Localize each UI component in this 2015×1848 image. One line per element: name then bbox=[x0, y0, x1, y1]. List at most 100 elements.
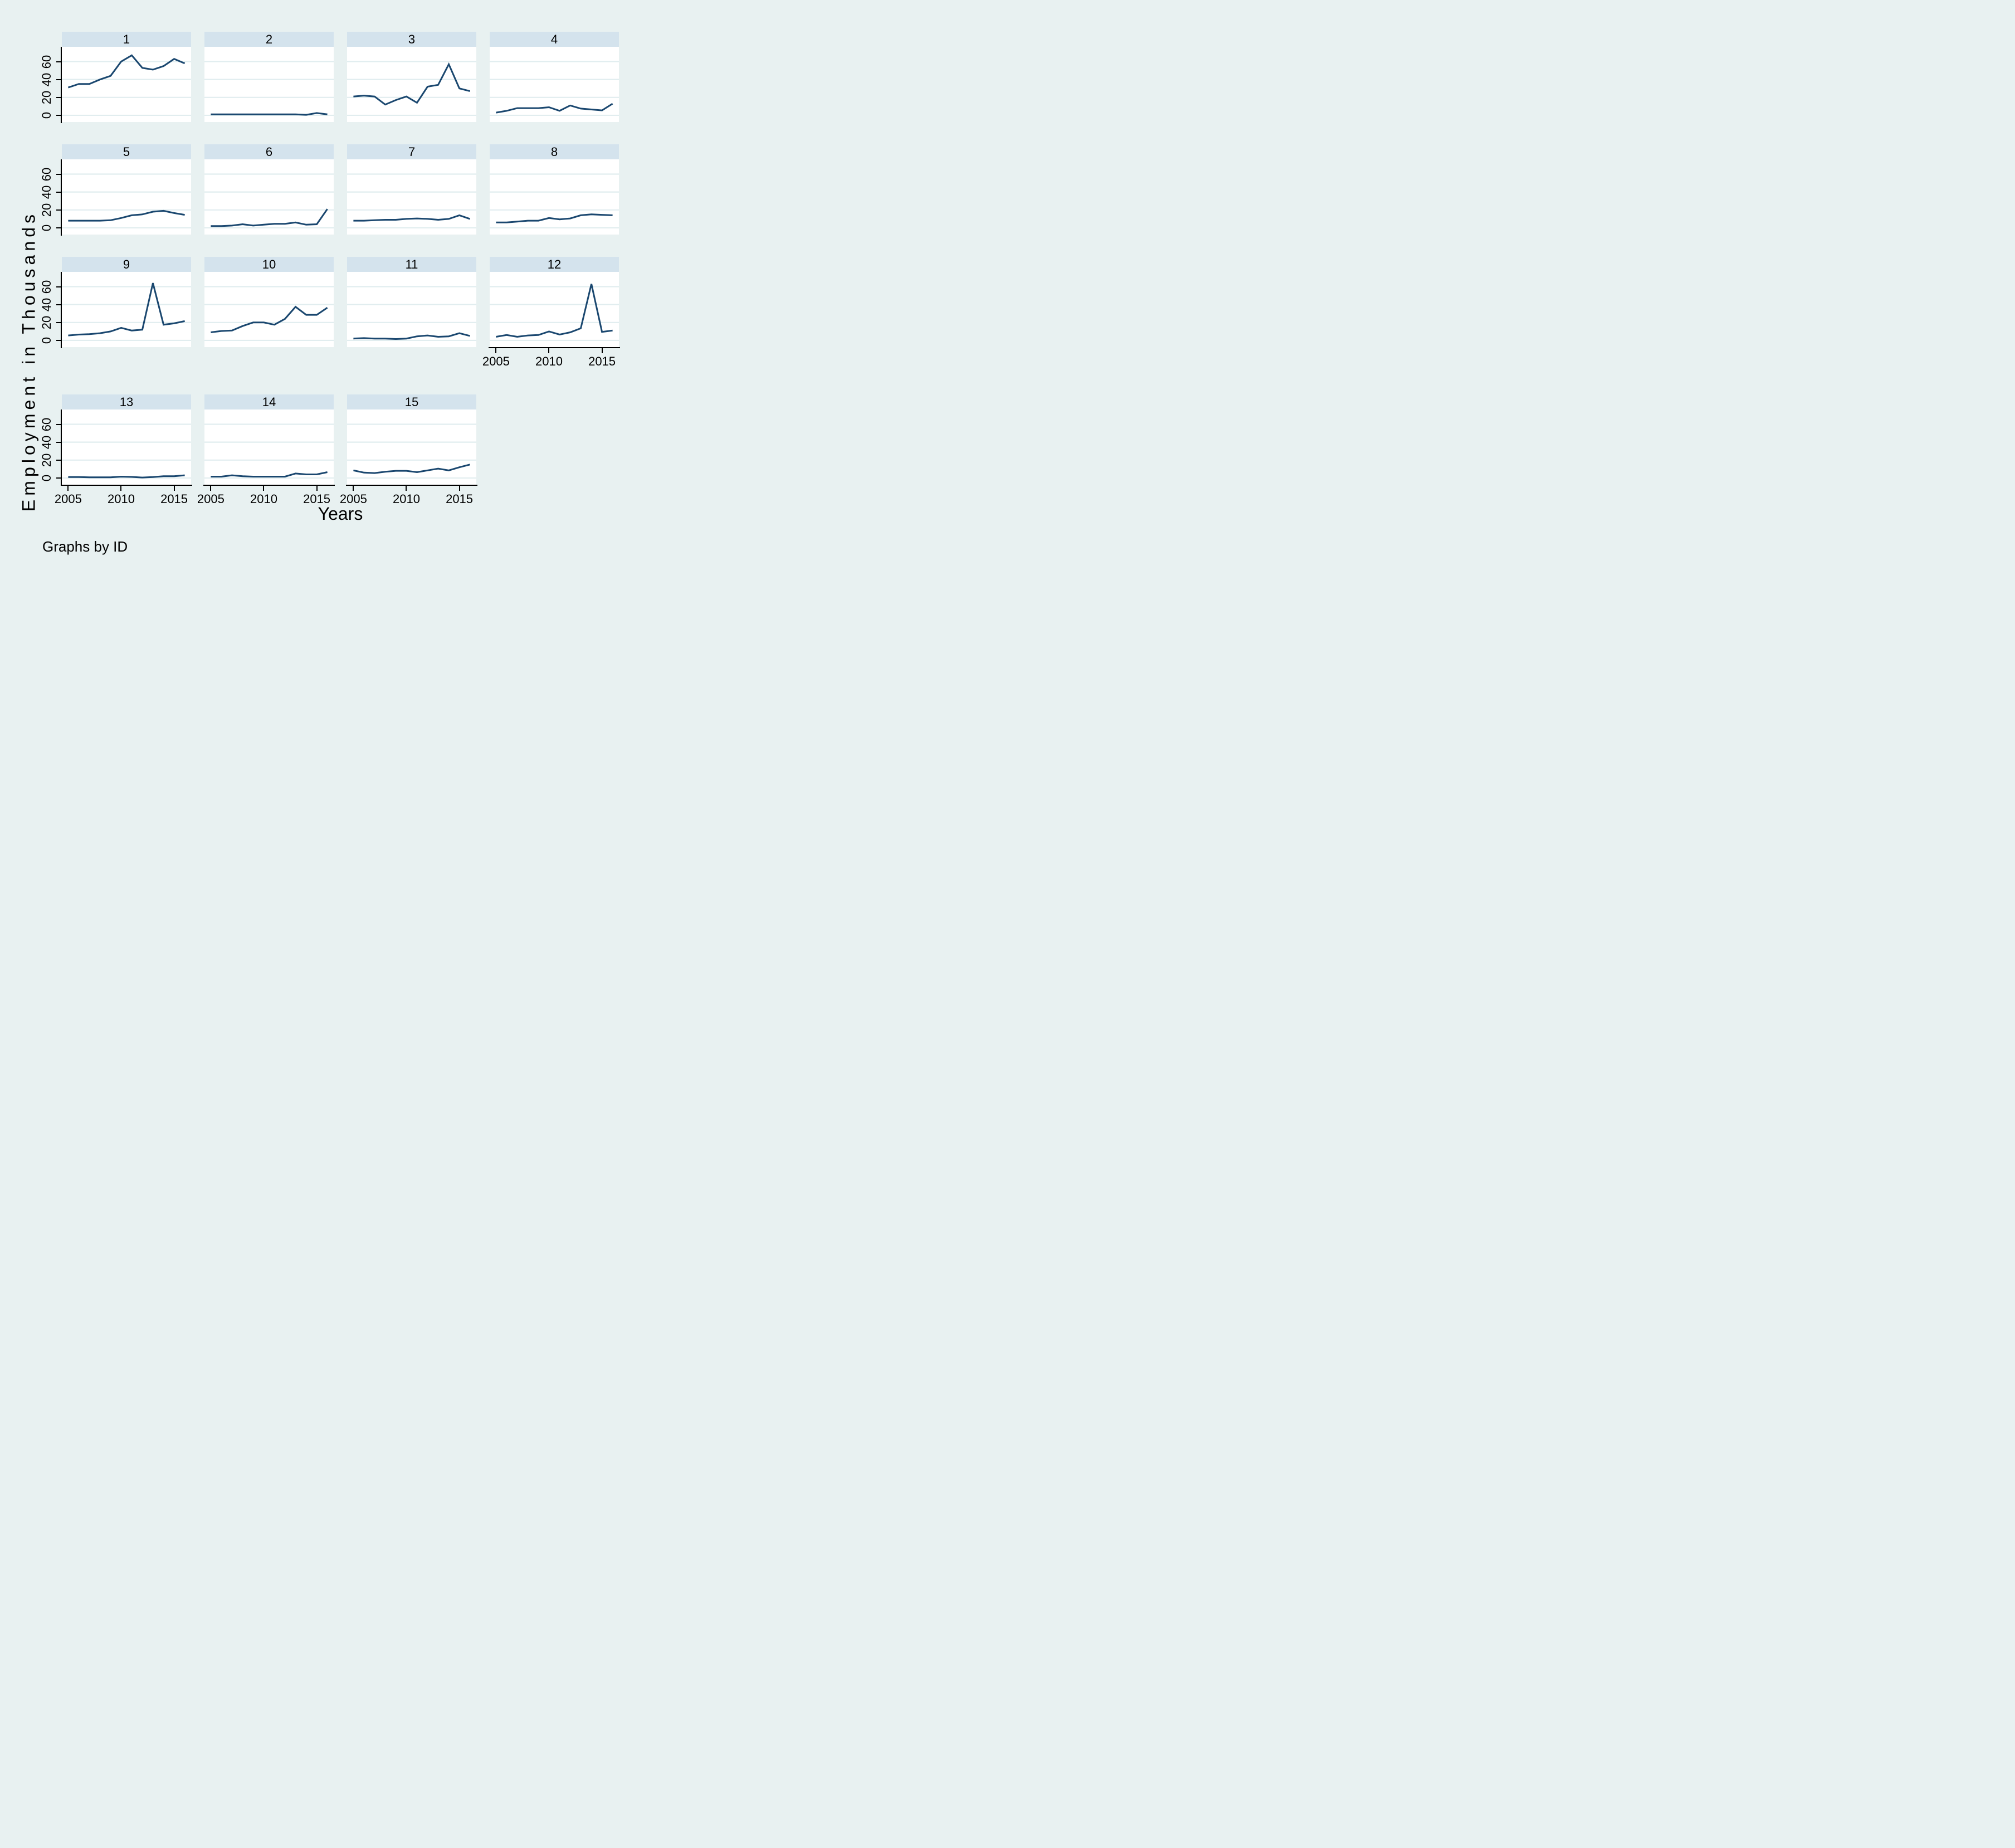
y-tick-40 bbox=[56, 191, 61, 193]
x-tick-2015 bbox=[316, 486, 318, 491]
line-chart bbox=[62, 282, 191, 342]
panel-plot-area bbox=[347, 47, 476, 122]
line-chart bbox=[490, 173, 619, 229]
data-line-13 bbox=[68, 474, 185, 479]
panel-title-15: 15 bbox=[347, 394, 476, 409]
data-line-5 bbox=[68, 209, 185, 222]
panel-title-6: 6 bbox=[204, 144, 334, 159]
x-axis-line bbox=[61, 485, 192, 486]
y-tick-60 bbox=[56, 61, 61, 62]
y-tick-label-60: 60 bbox=[40, 417, 53, 431]
data-line-15 bbox=[353, 464, 470, 474]
panel-plot-area bbox=[490, 47, 619, 122]
y-tick-0 bbox=[56, 339, 61, 341]
panel-6: 6 bbox=[204, 144, 334, 235]
x-tick-label-2015: 2015 bbox=[160, 492, 188, 506]
line-chart bbox=[347, 173, 476, 229]
y-axis-line bbox=[61, 272, 62, 348]
x-tick-label-2015: 2015 bbox=[588, 354, 616, 368]
panel-plot-area bbox=[204, 159, 334, 235]
x-tick-2010 bbox=[406, 486, 407, 491]
line-chart bbox=[347, 61, 476, 116]
line-chart bbox=[204, 173, 334, 229]
x-tick-label-2010: 2010 bbox=[108, 492, 135, 506]
data-line-2 bbox=[211, 112, 328, 116]
y-tick-label-60: 60 bbox=[40, 280, 53, 294]
y-tick-label-60: 60 bbox=[40, 55, 53, 69]
line-chart bbox=[62, 423, 191, 479]
panel-13: 13 0 20 40 60 2005 2010 2015 bbox=[40, 394, 192, 506]
panel-title-5: 5 bbox=[62, 144, 191, 159]
x-tick-2010 bbox=[263, 486, 265, 491]
x-tick-2005 bbox=[353, 486, 354, 491]
x-axis-line bbox=[346, 485, 477, 486]
y-axis-line bbox=[61, 409, 62, 486]
y-tick-label-20: 20 bbox=[40, 203, 53, 217]
x-tick-2005 bbox=[495, 348, 497, 353]
panel-15: 15 2005 2010 2015 bbox=[340, 394, 477, 506]
y-tick-label-0: 0 bbox=[40, 111, 53, 119]
panel-title-4: 4 bbox=[490, 32, 619, 47]
x-tick-2010 bbox=[548, 348, 550, 353]
panel-title-9: 9 bbox=[62, 257, 191, 272]
y-tick-label-60: 60 bbox=[40, 167, 53, 181]
x-tick-2010 bbox=[120, 486, 122, 491]
y-tick-20 bbox=[56, 209, 61, 211]
panel-plot-area bbox=[204, 272, 334, 347]
panel-title-2: 2 bbox=[204, 32, 334, 47]
y-tick-label-20: 20 bbox=[40, 453, 53, 467]
x-axis-title: Years bbox=[318, 504, 363, 524]
panel-plot-area: 0 20 40 60 bbox=[40, 272, 191, 348]
panel-plot-area: 0 20 40 60 2005 2010 2015 bbox=[40, 409, 192, 506]
panel-grid: 1 0 20 40 60 2 3 4 5 0 20 40 60 6 7 8 9 0 20 40 6… bbox=[40, 32, 621, 507]
x-tick-2005 bbox=[210, 486, 212, 491]
x-axis-line bbox=[203, 485, 335, 486]
y-tick-20 bbox=[56, 321, 61, 323]
data-line-6 bbox=[211, 208, 328, 227]
data-line-11 bbox=[353, 332, 470, 340]
panel-plot-area: 0 20 40 60 bbox=[40, 159, 191, 236]
y-tick-label-20: 20 bbox=[40, 315, 53, 330]
panel-plot-area bbox=[347, 272, 476, 347]
line-chart bbox=[490, 284, 619, 342]
x-tick-label-2005: 2005 bbox=[339, 492, 367, 506]
panel-7: 7 bbox=[347, 144, 476, 235]
data-line-12 bbox=[496, 284, 613, 338]
y-tick-label-0: 0 bbox=[40, 337, 53, 344]
panel-title-1: 1 bbox=[62, 32, 191, 47]
y-tick-0 bbox=[56, 227, 61, 228]
y-tick-label-40: 40 bbox=[40, 435, 53, 449]
panel-3: 3 bbox=[347, 32, 476, 122]
panel-2: 2 bbox=[204, 32, 334, 122]
line-chart bbox=[490, 61, 619, 116]
data-line-8 bbox=[496, 213, 613, 223]
line-chart bbox=[204, 61, 334, 116]
x-tick-label-2015: 2015 bbox=[446, 492, 474, 506]
x-tick-2005 bbox=[67, 486, 69, 491]
panel-plot-area: 2005 2010 2015 bbox=[340, 409, 477, 506]
y-tick-label-0: 0 bbox=[40, 474, 53, 482]
y-tick-60 bbox=[56, 173, 61, 175]
panel-title-14: 14 bbox=[204, 394, 334, 409]
x-tick-label-2010: 2010 bbox=[393, 492, 420, 506]
y-axis-title: Employment in Thousands bbox=[18, 210, 39, 512]
panel-title-11: 11 bbox=[347, 257, 476, 272]
line-chart bbox=[347, 286, 476, 342]
data-line-9 bbox=[68, 282, 185, 337]
y-tick-0 bbox=[56, 114, 61, 116]
data-line-14 bbox=[211, 471, 328, 477]
panel-1: 1 0 20 40 60 bbox=[40, 32, 191, 123]
y-tick-40 bbox=[56, 79, 61, 80]
panel-row-3: 9 0 20 40 60 10 11 12 2005 2010 2015 bbox=[40, 257, 621, 368]
x-tick-label-2010: 2010 bbox=[535, 354, 563, 368]
x-tick-label-2005: 2005 bbox=[197, 492, 225, 506]
y-tick-60 bbox=[56, 286, 61, 287]
y-tick-label-40: 40 bbox=[40, 298, 53, 311]
panel-plot-area: 0 20 40 60 bbox=[40, 47, 191, 123]
panel-plot-area: 2005 2010 2015 bbox=[197, 409, 335, 506]
y-tick-label-0: 0 bbox=[40, 224, 53, 232]
panel-title-13: 13 bbox=[62, 394, 191, 409]
panel-title-8: 8 bbox=[490, 144, 619, 159]
data-line-1 bbox=[67, 54, 186, 89]
data-line-4 bbox=[496, 103, 613, 114]
